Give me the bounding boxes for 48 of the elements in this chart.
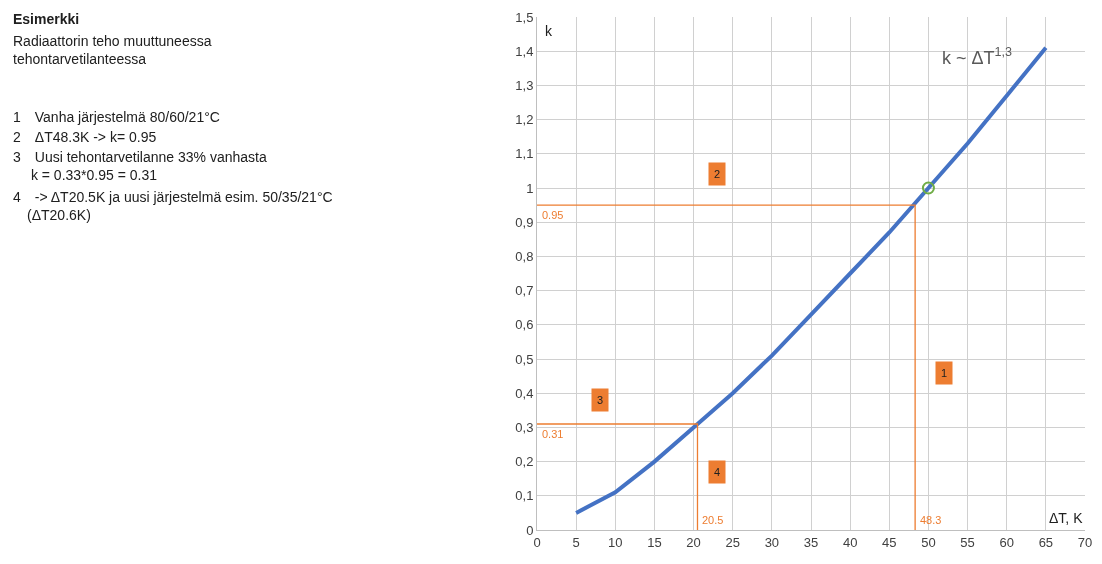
text: 1 Vanha järjestelmä 80/60/21°C (13, 109, 220, 125)
x-tick-label: 20 (686, 534, 701, 550)
text: Esimerkki (13, 11, 80, 27)
annotation: 3 (597, 394, 604, 406)
text: Radiaattorin teho muuttuneessa tehontarvetilanteessa (13, 33, 212, 68)
x-tick-label: 60 (999, 534, 1014, 550)
x-tick-label: 45 (882, 534, 897, 550)
x-tick-label: 5 (572, 534, 580, 550)
y-tick-label: 0,1 (515, 488, 534, 504)
y-tick-label: 1 (526, 180, 534, 196)
y-tick-label: 1,1 (515, 146, 534, 162)
y-tick-label: 0,4 (515, 385, 534, 401)
x-axis-title: ΔT, K (1049, 510, 1084, 526)
text: 2 ΔT48.3K -> k= 0.95 (13, 129, 157, 145)
x-tick-label: 50 (921, 534, 936, 550)
annotation: 20.5 (702, 514, 724, 526)
line-series (574, 45, 1048, 515)
x-tick-label: 15 (647, 534, 662, 550)
y-tick-label: 1,2 (515, 112, 534, 128)
text: 4 -> ΔT20.5K ja uusi järjestelmä esim. 50/35/21°C (ΔT20.6K) (13, 189, 333, 224)
x-tick-label: 65 (1038, 534, 1054, 550)
y-tick-label: 0,9 (515, 214, 534, 230)
y-tick-label: 0,3 (515, 419, 534, 435)
y-tick-label: 0,7 (515, 283, 534, 299)
y-tick-label: 1,5 (515, 9, 534, 25)
x-tick-label: 70 (1077, 534, 1093, 550)
annotation: k ~ ΔT$^{1,3}$ (942, 45, 1013, 68)
annotation: 1 (941, 367, 948, 379)
x-tick-label: 25 (725, 534, 740, 550)
y-tick-label: 0,5 (515, 351, 534, 367)
annotation: 0.95 (542, 209, 564, 221)
y-tick-label: 1,4 (515, 43, 534, 59)
y-tick-label: 0,8 (515, 248, 534, 264)
annotation: 48.3 (920, 514, 942, 526)
x-tick-label: 55 (960, 534, 975, 550)
y-axis-title: k (545, 23, 553, 39)
x-tick-label: 10 (608, 534, 623, 550)
y-tick-label: 0 (526, 522, 534, 538)
y-tick-label: 0,6 (515, 317, 534, 333)
text: 3 Uusi tehontarvetilanne 33% vanhasta k = 0.33*0.95 = 0.31 (13, 149, 267, 184)
y-tick-label: 0,2 (515, 454, 534, 470)
y-tick-label: 1,3 (515, 77, 534, 93)
annotation: 4 (714, 466, 721, 478)
annotation: 2 (714, 168, 721, 180)
x-tick-label: 40 (842, 534, 858, 550)
annotation: 0.31 (542, 428, 564, 440)
x-tick-label: 30 (764, 534, 780, 550)
x-tick-label: 35 (803, 534, 819, 550)
